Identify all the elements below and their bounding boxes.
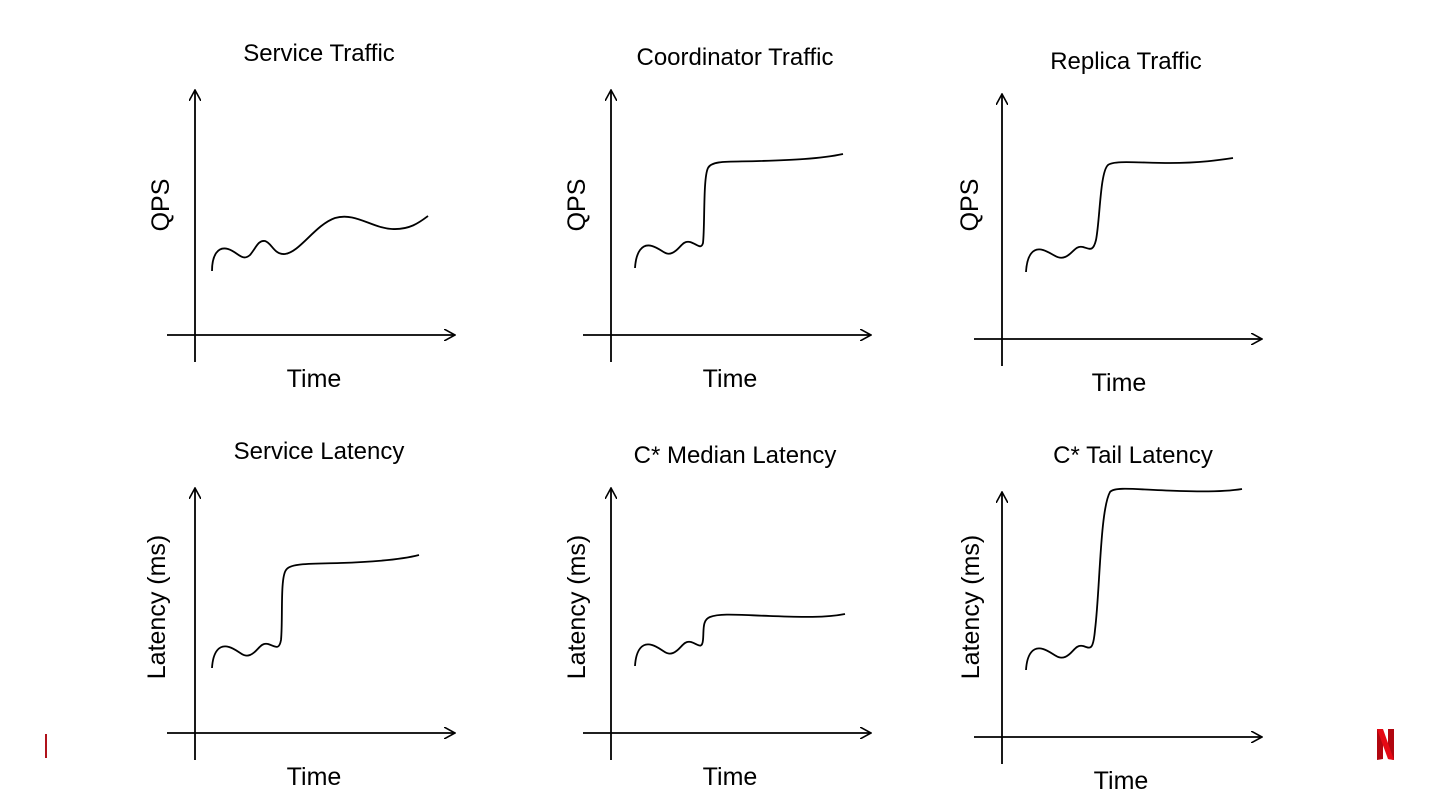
y-axis-label: Latency (ms) [563, 535, 591, 679]
panel-coordinator-traffic: Coordinator Traffic QPS Time [563, 44, 871, 393]
y-axis-label: Latency (ms) [143, 535, 171, 679]
panel-title: Replica Traffic [1050, 48, 1202, 75]
panel-title: Service Latency [234, 438, 405, 465]
y-axis-label: QPS [563, 179, 591, 232]
panel-c-median-latency: C* Median Latency Latency (ms) Time [563, 442, 871, 791]
trend-curve [211, 215, 429, 272]
trend-curve [634, 613, 846, 667]
panel-service-latency: Service Latency Latency (ms) Time [143, 438, 455, 791]
trend-curve [634, 153, 844, 269]
panel-title: C* Median Latency [634, 442, 837, 469]
x-axis-label: Time [703, 763, 758, 791]
panel-title: C* Tail Latency [1053, 442, 1213, 469]
x-axis-label: Time [1094, 767, 1149, 795]
x-axis-label: Time [703, 365, 758, 393]
accent-bar [45, 734, 47, 758]
netflix-logo-icon [1377, 729, 1394, 760]
y-axis-label: Latency (ms) [957, 535, 985, 679]
panel-title: Service Traffic [243, 40, 395, 67]
x-axis-label: Time [287, 365, 342, 393]
y-axis-label: QPS [956, 179, 984, 232]
panel-c-tail-latency: C* Tail Latency Latency (ms) Time [957, 442, 1262, 795]
x-axis-label: Time [1092, 369, 1147, 397]
trend-curve [211, 554, 420, 669]
panel-title: Coordinator Traffic [637, 44, 834, 71]
panel-replica-traffic: Replica Traffic QPS Time [956, 48, 1262, 397]
x-axis-label: Time [287, 763, 342, 791]
trend-curve [1025, 487, 1243, 671]
trend-curve [1025, 157, 1234, 273]
panel-service-traffic: Service Traffic QPS Time [147, 40, 455, 393]
y-axis-label: QPS [147, 179, 175, 232]
